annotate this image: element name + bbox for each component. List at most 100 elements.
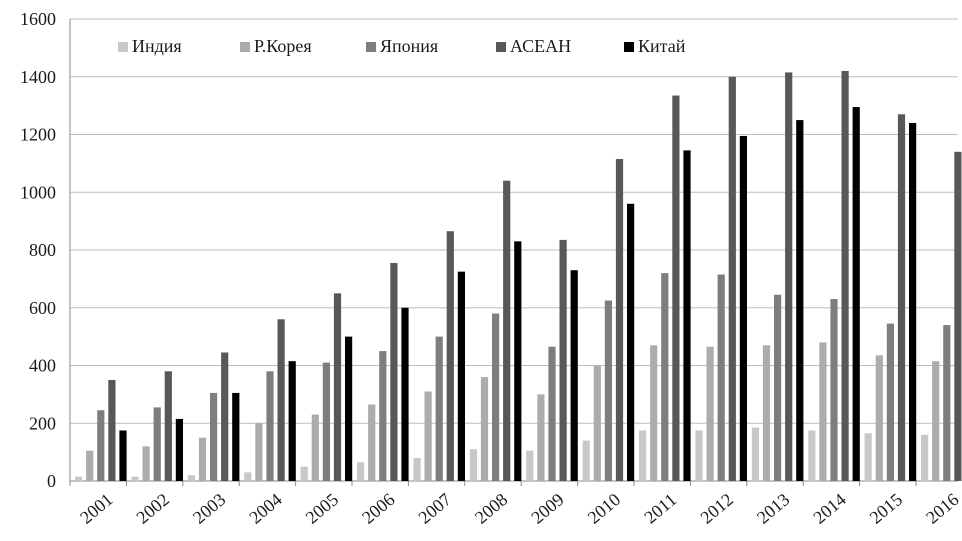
legend-swatch [366,42,376,52]
bar-АСЕАН-2005 [333,293,342,481]
bar-Р.Корея-2007 [424,391,432,481]
x-tick-label: 2006 [358,489,398,527]
legend-item-3: Япония [366,36,438,56]
x-tick-label: 2001 [76,489,116,527]
x-tick-label: 2012 [697,489,737,527]
bar-АСЕАН-2006 [390,262,398,481]
legend-swatch [496,42,506,52]
y-tick-label: 1200 [20,125,56,145]
bar-Китай-2012 [739,135,747,481]
bar-Китай-2009 [570,270,578,481]
bar-Индия-2009 [526,450,534,481]
bar-Р.Корея-2004 [255,423,263,481]
legend-swatch [240,42,250,52]
bar-Р.Корея-2009 [537,394,545,481]
bar-Китай-2004 [288,361,296,481]
legend: Индия Р.Корея Япония АСЕАН Китай [118,36,686,56]
bar-Индия-2014 [808,430,816,481]
bar-Индия-2005 [300,466,308,481]
x-tick-label: 2014 [809,489,849,527]
legend-label: Япония [380,36,438,56]
legend-item-5: Китай [624,36,686,56]
x-tick-label: 2011 [640,489,680,527]
x-tick-label: 2009 [527,489,567,527]
bar-АСЕАН-2012 [728,76,736,481]
bar-Индия-2011 [639,430,647,481]
bar-АСЕАН-2001 [108,379,116,481]
y-tick-label: 200 [29,413,56,433]
bar-АСЕАН-2007 [446,231,454,481]
bar-Индия-2004 [244,472,252,481]
y-tick-label: 1600 [20,9,56,29]
bar-Япония-2007 [435,336,443,481]
bar-Р.Корея-2011 [650,345,658,481]
bar-Индия-2001 [75,476,83,481]
bar-Индия-2002 [131,476,139,481]
bar-Р.Корея-2006 [368,404,376,481]
bar-Япония-2013 [774,294,782,481]
bar-Индия-2013 [751,427,759,481]
legend-label: АСЕАН [510,36,571,56]
x-tick-label: 2010 [584,489,624,527]
bar-Индия-2006 [357,462,365,481]
bar-Япония-2009 [548,346,556,481]
bar-Индия-2016 [921,434,929,481]
x-tick-label: 2013 [753,489,793,527]
bar-Япония-2005 [322,362,330,481]
bar-Китай-2006 [401,307,409,481]
legend-item-4: АСЕАН [496,36,571,56]
bar-Индия-2003 [187,475,195,481]
bar-Китай-2005 [345,336,353,481]
bar-Япония-2016 [943,325,951,481]
legend-item-2: Р.Корея [240,36,312,56]
bar-Р.Корея-2003 [198,437,207,481]
legend-label: Китай [638,36,686,56]
bar-Р.Корея-2008 [480,377,489,481]
bar-Р.Корея-2002 [142,446,150,481]
bar-Р.Корея-2016 [932,361,940,481]
bar-Япония-2011 [661,273,669,481]
x-tick-label: 2015 [866,489,906,527]
bar-Р.Корея-2013 [762,345,771,481]
y-tick-label: 400 [29,356,56,376]
bar-Япония-2010 [604,300,612,481]
bar-Япония-2008 [492,313,500,481]
bar-Япония-2003 [210,392,218,481]
bar-Китай-2008 [514,241,522,481]
legend-swatch [624,42,634,52]
bar-Китай-2001 [119,430,127,481]
bar-Р.Корея-2010 [593,365,601,481]
bar-АСЕАН-2004 [277,319,285,481]
legend-label: Р.Корея [254,36,312,56]
x-tick-label: 2005 [302,489,342,527]
bar-Китай-2014 [852,107,860,481]
bar-Р.Корея-2012 [706,346,714,481]
bar-Индия-2012 [695,430,703,481]
bar-Китай-2015 [909,122,917,481]
bar-АСЕАН-2014 [841,70,849,481]
bars-layer [75,70,962,482]
legend-swatch [118,42,128,52]
legend-item-1: Индия [118,36,182,56]
bar-АСЕАН-2013 [785,72,793,481]
bar-АСЕАН-2010 [615,159,624,481]
x-tick-label: 2003 [189,489,229,527]
y-tick-label: 1000 [20,182,56,202]
bar-Китай-2002 [175,418,183,481]
bar-Китай-2007 [457,271,465,481]
bar-Япония-2012 [717,274,725,481]
bar-АСЕАН-2002 [164,371,172,481]
bar-Индия-2010 [582,440,590,481]
x-tick-label: 2007 [415,489,455,527]
bar-АСЕАН-2003 [221,352,229,481]
bar-АСЕАН-2015 [897,114,906,481]
bar-Р.Корея-2005 [311,414,319,481]
bar-АСЕАН-2008 [503,180,511,481]
y-tick-label: 800 [29,240,56,260]
bar-Япония-2001 [97,410,105,481]
bar-Китай-2003 [232,392,240,481]
bar-Китай-2011 [683,150,691,481]
bar-Р.Корея-2001 [86,450,94,481]
bar-Япония-2014 [830,299,838,481]
